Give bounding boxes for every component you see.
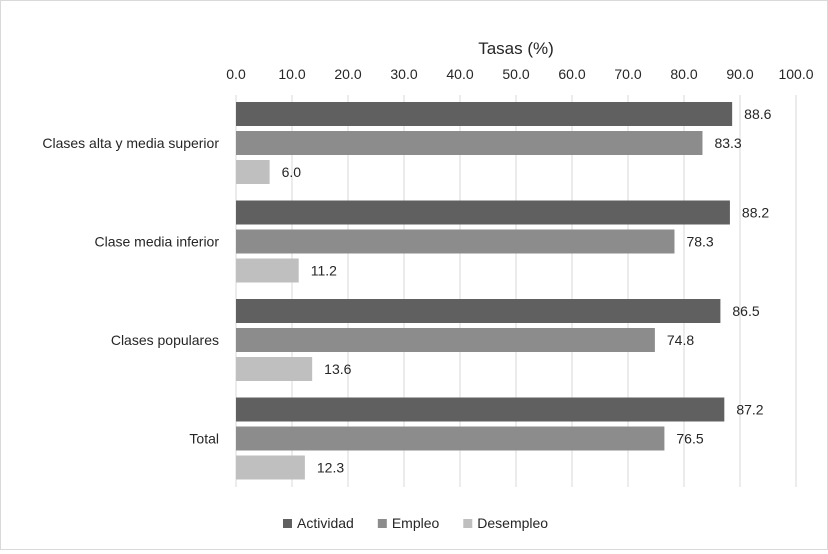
x-tick-label: 90.0 [726,66,753,82]
bar-actividad [236,397,725,422]
x-tick-label: 100.0 [778,66,813,82]
data-label: 12.3 [317,460,344,476]
legend: Actividad Empleo Desempleo [283,515,548,531]
bar-empleo [236,328,655,352]
legend-label: Desempleo [477,515,548,531]
legend-swatch [377,519,387,528]
data-label: 88.2 [742,205,769,221]
legend-swatch [463,519,473,528]
data-label: 78.3 [686,234,713,250]
category-label: Clases populares [111,332,219,348]
data-label: 83.3 [714,135,741,151]
category-labels: Clases alta y media superior Clase media … [42,135,219,447]
x-tick-label: 0.0 [226,66,246,82]
bar-desempleo [236,160,270,184]
x-tick-label: 50.0 [502,66,529,82]
data-label: 88.6 [744,106,771,122]
bar-empleo [236,426,665,451]
category-label: Clases alta y media superior [42,135,219,151]
x-tick-label: 40.0 [446,66,473,82]
bar-empleo [236,229,675,254]
legend-label: Actividad [297,515,354,531]
x-tick-label: 80.0 [670,66,697,82]
category-label: Total [189,431,219,447]
bar-actividad [236,299,721,323]
chart-title: Tasas (%) [478,39,554,58]
x-tick-label: 20.0 [334,66,361,82]
category-label: Clase media inferior [95,234,220,250]
bar-actividad [236,102,733,126]
x-tick-label: 60.0 [558,66,585,82]
x-tick-label: 10.0 [278,66,305,82]
data-label: 6.0 [282,164,302,180]
legend-label: Empleo [392,515,440,531]
data-label: 74.8 [667,332,694,348]
bar-empleo [236,131,703,155]
x-tick-label: 30.0 [390,66,417,82]
data-label: 11.2 [311,263,337,279]
bar-actividad [236,200,730,225]
bar-desempleo [236,258,299,283]
bar-desempleo [236,455,305,480]
data-label: 76.5 [676,431,703,447]
data-label: 13.6 [324,361,351,377]
legend-swatch [283,519,292,528]
x-tick-label: 70.0 [614,66,641,82]
x-axis-ticks: 0.0 10.0 20.0 30.0 40.0 50.0 60.0 70.0 80.0 90.0 1… [226,66,813,82]
data-label: 86.5 [732,303,759,319]
data-labels: 88.683.3 6.0 88.2 78.3 11.2 86.5 74.8 13.6 87.2 7… [282,106,772,476]
bar-desempleo [236,357,313,381]
bars [236,102,733,480]
data-label: 87.2 [736,402,763,418]
